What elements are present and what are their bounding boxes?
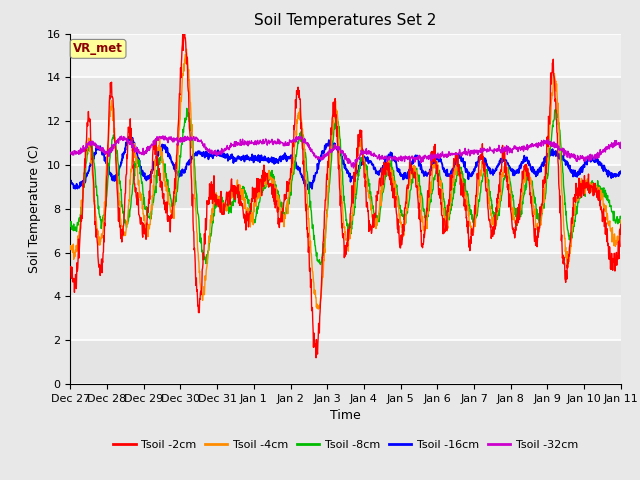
Bar: [70, 77, 621, 121]
Text: VR_met: VR_met: [73, 42, 123, 55]
Bar: [70, 165, 621, 209]
Bar: [70, 340, 621, 384]
Title: Soil Temperatures Set 2: Soil Temperatures Set 2: [255, 13, 436, 28]
Legend: Tsoil -2cm, Tsoil -4cm, Tsoil -8cm, Tsoil -16cm, Tsoil -32cm: Tsoil -2cm, Tsoil -4cm, Tsoil -8cm, Tsoi…: [109, 435, 582, 454]
Y-axis label: Soil Temperature (C): Soil Temperature (C): [28, 144, 41, 273]
Bar: [70, 252, 621, 296]
X-axis label: Time: Time: [330, 409, 361, 422]
